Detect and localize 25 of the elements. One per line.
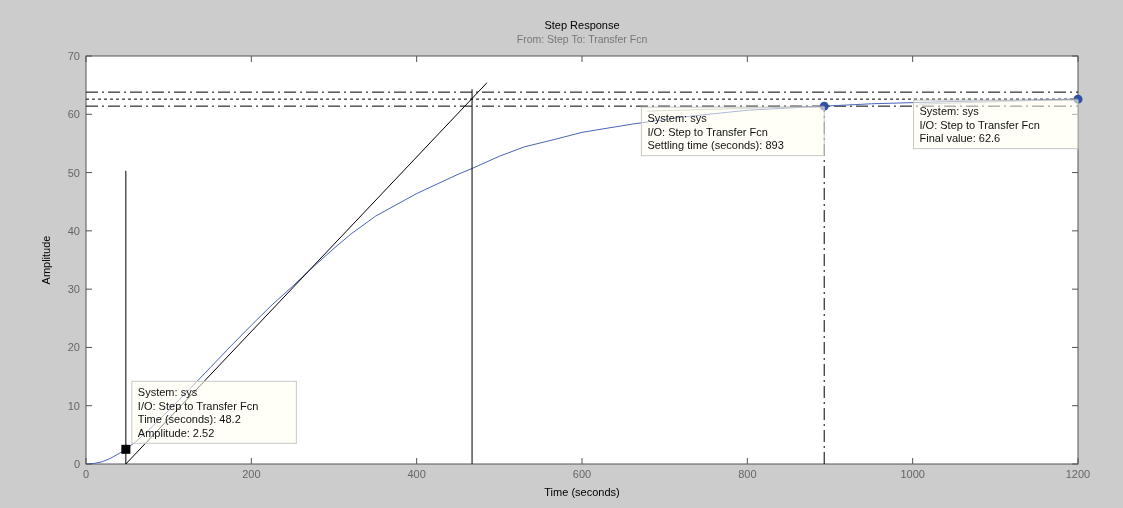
y-tick-label: 50 xyxy=(67,166,80,179)
x-tick-label: 1000 xyxy=(900,468,925,480)
annotation: System: sys I/O: Step to Transfer Fcn Settling time (seconds): 893 xyxy=(647,112,784,152)
y-tick-label: 10 xyxy=(67,399,80,412)
x-tick-label: 1200 xyxy=(1065,468,1091,480)
annotation: System: sys I/O: Step to Transfer Fcn Final value: 62.6 xyxy=(919,105,1040,145)
y-tick-label: 30 xyxy=(67,283,80,296)
y-tick-label: 70 xyxy=(67,50,80,62)
y-tick-label: 0 xyxy=(73,458,80,470)
chart-subtitle: From: Step To: Transfer Fcn xyxy=(516,33,648,45)
x-tick-label: 400 xyxy=(407,468,426,480)
y-tick-label: 20 xyxy=(67,341,80,354)
x-tick-label: 200 xyxy=(242,468,261,480)
chart-title: Step Response xyxy=(544,19,620,31)
x-tick-label: 800 xyxy=(738,468,757,480)
tooltip-box: System: sys I/O: Step to Transfer Fcn Time (seconds): 48.2 Amplitude: 2.52 xyxy=(131,380,297,444)
x-axis-title: Time (seconds) xyxy=(544,486,620,498)
annotation: System: sys I/O: Step to Transfer Fcn Time (seconds): 48.2 Amplitude: 2.52 xyxy=(137,386,259,439)
tooltip-box: System: sys I/O: Step to Transfer Fcn Settling time (seconds): 893 xyxy=(640,105,825,157)
y-tick-label: 40 xyxy=(67,224,80,237)
y-tick-label: 60 xyxy=(67,108,80,121)
x-tick-label: 600 xyxy=(572,468,592,480)
y-axis-title: Amplitude xyxy=(40,235,52,285)
x-tick-label: 0 xyxy=(82,468,90,480)
tooltip-box: System: sys I/O: Step to Transfer Fcn Final value: 62.6 xyxy=(913,98,1079,150)
